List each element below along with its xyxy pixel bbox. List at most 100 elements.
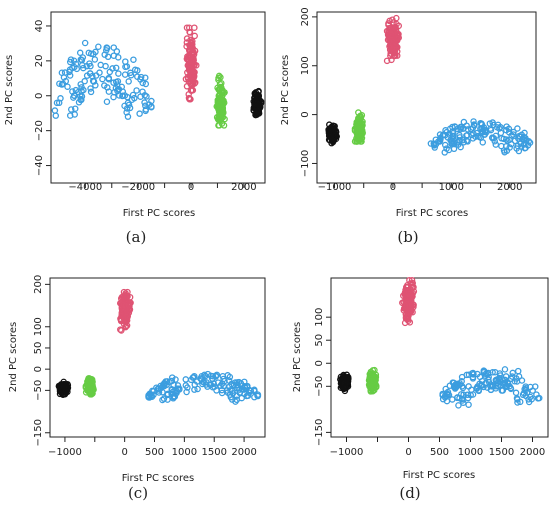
series-3 xyxy=(213,72,228,129)
data-point xyxy=(499,387,507,394)
data-point xyxy=(122,63,129,71)
data-point xyxy=(450,382,458,390)
data-point xyxy=(497,123,504,131)
series-2 xyxy=(82,375,97,398)
data-point xyxy=(161,382,168,390)
x-tick-label: 1500 xyxy=(202,447,227,458)
data-point xyxy=(501,366,509,373)
data-point xyxy=(337,376,344,383)
data-point xyxy=(121,102,128,110)
x-tick-label: 1000 xyxy=(439,182,464,193)
data-point xyxy=(64,83,71,90)
data-point xyxy=(520,133,528,141)
data-point xyxy=(449,123,456,131)
data-point xyxy=(56,390,64,398)
data-point xyxy=(496,125,503,132)
data-point xyxy=(427,140,435,147)
data-point xyxy=(110,52,118,59)
y-tick-label: 200 xyxy=(300,7,311,26)
series-2 xyxy=(351,109,366,145)
y-tick-label: −50 xyxy=(33,380,44,401)
data-point xyxy=(79,54,87,61)
x-tick-label: 500 xyxy=(430,447,449,458)
series-1 xyxy=(337,371,352,395)
data-point xyxy=(528,395,535,403)
x-axis-title: First PC scores xyxy=(403,470,476,481)
data-point xyxy=(356,127,364,134)
data-point xyxy=(115,70,122,77)
data-point xyxy=(437,134,444,142)
data-point xyxy=(241,383,249,390)
data-point xyxy=(215,92,223,100)
data-point xyxy=(489,134,496,141)
data-point xyxy=(465,383,472,390)
data-point xyxy=(198,373,205,380)
data-point xyxy=(355,114,363,121)
data-point xyxy=(145,392,152,399)
data-point xyxy=(455,402,462,409)
data-point xyxy=(474,370,481,378)
data-point xyxy=(533,391,540,398)
data-point xyxy=(187,95,194,103)
data-point xyxy=(485,376,492,383)
data-point xyxy=(157,382,164,390)
data-point xyxy=(97,61,104,69)
data-point xyxy=(341,380,349,388)
data-point xyxy=(56,382,64,390)
data-point xyxy=(514,135,522,142)
data-point xyxy=(142,74,149,81)
data-point xyxy=(219,372,227,380)
data-point xyxy=(125,78,132,85)
data-point xyxy=(407,280,414,287)
data-point xyxy=(353,121,360,128)
data-point xyxy=(112,84,120,92)
data-point xyxy=(71,111,78,118)
data-point xyxy=(534,395,542,402)
data-point xyxy=(439,390,446,398)
data-point xyxy=(403,284,411,291)
data-point xyxy=(105,75,113,83)
data-point xyxy=(189,72,197,80)
data-point xyxy=(240,386,248,393)
x-tick-label: 0 xyxy=(121,447,127,458)
data-point xyxy=(354,131,361,138)
data-point xyxy=(186,53,193,61)
data-point xyxy=(436,131,444,138)
data-point xyxy=(215,86,222,93)
plot-frame xyxy=(330,277,549,438)
data-point xyxy=(512,389,520,397)
data-point xyxy=(174,382,182,389)
data-point xyxy=(87,85,94,92)
y-tick-label: −50 xyxy=(314,376,325,397)
data-point xyxy=(508,140,515,148)
data-point xyxy=(388,31,395,39)
data-point xyxy=(61,69,69,76)
data-point xyxy=(133,87,140,94)
series-3 xyxy=(383,14,403,65)
data-point xyxy=(142,107,149,115)
data-point xyxy=(182,376,190,383)
data-point xyxy=(492,376,500,384)
data-point xyxy=(186,29,194,36)
data-point xyxy=(383,57,391,65)
data-point xyxy=(126,104,134,112)
data-point xyxy=(451,123,459,131)
data-point xyxy=(499,380,507,387)
series-1 xyxy=(55,378,72,398)
data-point xyxy=(507,375,515,383)
data-point xyxy=(112,64,120,72)
series-2 xyxy=(182,24,200,103)
data-point xyxy=(458,383,466,390)
x-tick-label: 0 xyxy=(188,182,194,193)
plot-frame xyxy=(316,11,537,184)
data-point xyxy=(508,132,515,139)
data-point xyxy=(212,373,220,380)
data-point xyxy=(232,398,239,405)
y-axis-title: 2nd PC scores xyxy=(8,322,19,393)
data-point xyxy=(118,312,125,320)
data-point xyxy=(101,51,108,58)
series-4 xyxy=(427,118,534,156)
data-point xyxy=(488,383,495,390)
data-point xyxy=(500,147,508,154)
data-point xyxy=(215,72,223,80)
